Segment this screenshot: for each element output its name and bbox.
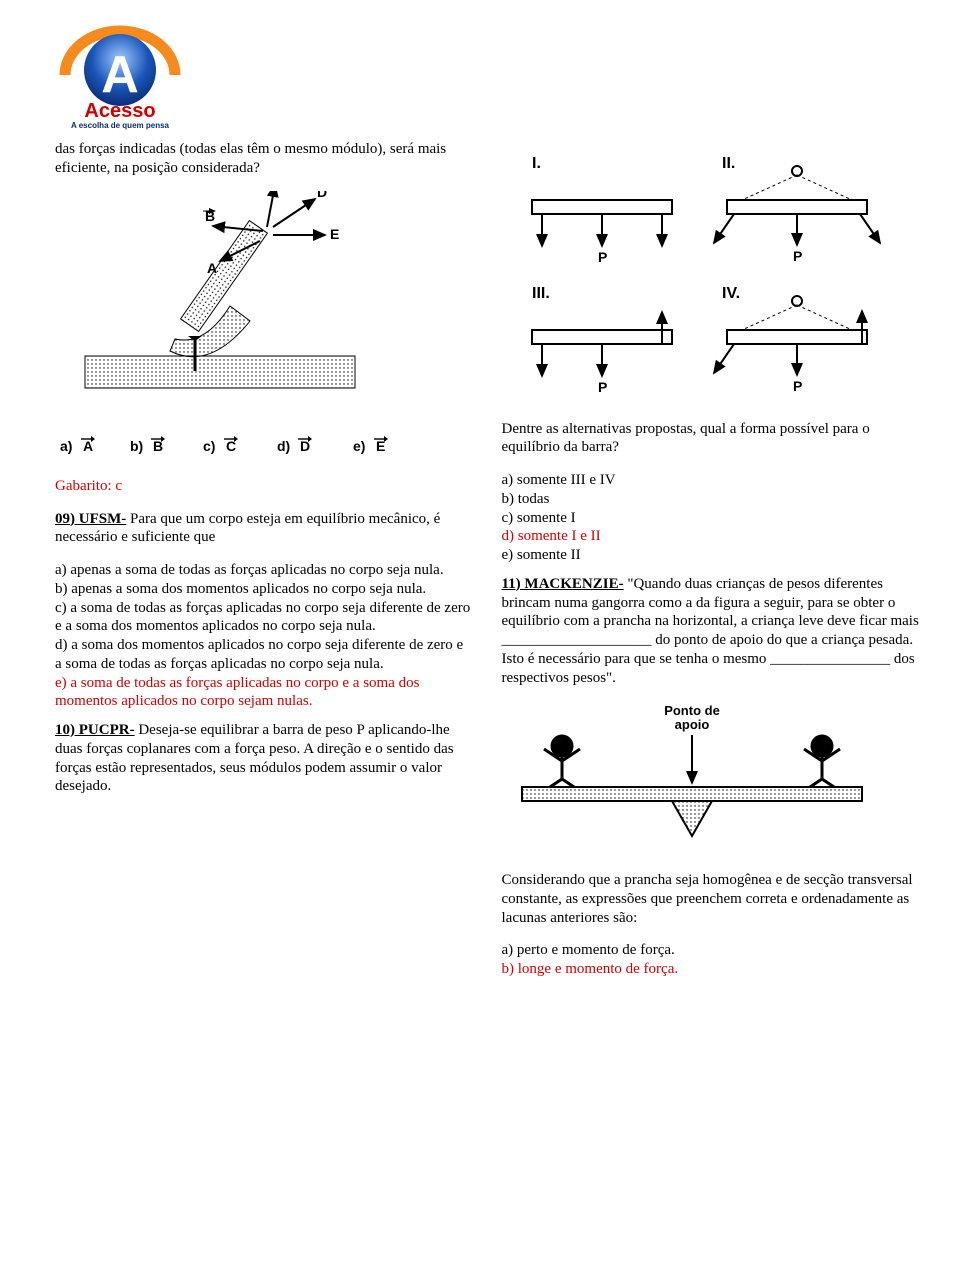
q11: 11) MACKENZIE- "Quando duas crianças de … [502, 575, 921, 688]
left-column: das forças indicadas (todas elas têm o m… [55, 140, 474, 979]
svg-text:b): b) [130, 438, 143, 454]
q10-figure: I. II. III. IV. P [502, 150, 921, 406]
svg-text:I.: I. [532, 155, 541, 172]
q10-num: 10) PUCPR- [55, 722, 135, 738]
svg-text:P: P [793, 248, 802, 264]
q10-followup: Dentre as alternativas propostas, qual a… [502, 420, 921, 458]
q11-figure: Ponto de apoio [502, 701, 921, 857]
svg-text:IV.: IV. [722, 285, 740, 302]
q10: 10) PUCPR- Deseja-se equilibrar a barra … [55, 721, 474, 796]
svg-text:B: B [205, 208, 215, 224]
q8-options: a)A b)B c)C d)D e)E [55, 431, 474, 463]
q9-opt-b: b) apenas a soma dos momentos aplicados … [55, 580, 474, 599]
q11-opt-b: b) longe e momento de força. [502, 960, 921, 979]
q9-opt-c: c) a soma de todas as forças aplicadas n… [55, 599, 474, 637]
svg-text:e): e) [353, 438, 365, 454]
q10-opt-b: b) todas [502, 490, 921, 509]
q9-opt-d: d) a soma dos momentos aplicados no corp… [55, 636, 474, 674]
svg-text:II.: II. [722, 155, 735, 172]
q8-figure: B C D E A [55, 191, 474, 417]
q8-continuation: das forças indicadas (todas elas têm o m… [55, 140, 474, 178]
svg-text:d): d) [277, 438, 290, 454]
svg-text:P: P [598, 379, 607, 395]
svg-text:c): c) [203, 438, 215, 454]
logo: A Acesso A escolha de quem pensa [55, 20, 920, 136]
two-column-layout: das forças indicadas (todas elas têm o m… [55, 140, 920, 979]
q9-opt-e: e) a soma de todas as forças aplicadas n… [55, 674, 474, 712]
q11-stem: "Quando duas crianças de pesos diferente… [502, 576, 919, 686]
q11-num: 11) MACKENZIE- [502, 576, 624, 592]
svg-text:apoio: apoio [674, 717, 709, 732]
svg-text:A: A [207, 260, 217, 276]
svg-text:E: E [376, 438, 385, 454]
svg-text:P: P [598, 249, 607, 265]
q11-followup: Considerando que a prancha seja homogêne… [502, 871, 921, 927]
svg-text:E: E [330, 226, 339, 242]
q9-opt-a: a) apenas a soma de todas as forças apli… [55, 561, 474, 580]
q9: 09) UFSM- Para que um corpo esteja em eq… [55, 510, 474, 548]
logo-svg: A Acesso A escolha de quem pensa [55, 20, 185, 130]
right-column: I. II. III. IV. P [502, 140, 921, 979]
q8-gabarito: Gabarito: c [55, 477, 474, 496]
q10-opt-a: a) somente III e IV [502, 471, 921, 490]
q10-opt-c: c) somente I [502, 509, 921, 528]
logo-brand: Acesso [84, 100, 155, 122]
svg-text:a): a) [60, 438, 72, 454]
svg-text:A: A [101, 46, 139, 104]
logo-tagline: A escolha de quem pensa [71, 121, 170, 130]
q10-opt-e: e) somente II [502, 546, 921, 565]
svg-text:Ponto de: Ponto de [664, 703, 720, 718]
svg-text:D: D [317, 191, 327, 200]
svg-text:P: P [793, 378, 802, 394]
q9-num: 09) UFSM- [55, 511, 126, 527]
svg-text:III.: III. [532, 285, 550, 302]
q11-opt-a: a) perto e momento de força. [502, 941, 921, 960]
q10-opt-d: d) somente I e II [502, 527, 921, 546]
